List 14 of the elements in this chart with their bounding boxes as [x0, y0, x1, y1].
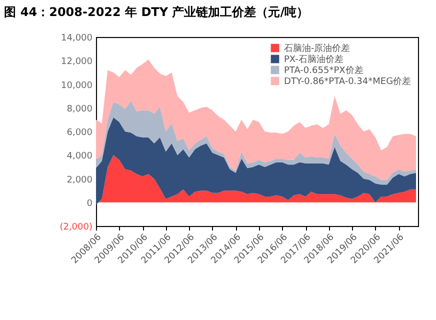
y-tick-label: (2,000): [60, 222, 92, 232]
legend-label: PTA-0.655*PX价差: [284, 65, 364, 76]
y-tick-label: 0: [86, 198, 93, 209]
y-tick-label: 4,000: [66, 152, 93, 162]
y-tick-label: 14,000: [61, 34, 93, 44]
legend-label: 石脑油-原油价差: [284, 43, 350, 54]
y-tick-label: 10,000: [61, 80, 93, 91]
chart-title: 图 44：2008-2022 年 DTY 产业链加工价差（元/吨）: [4, 5, 309, 19]
legend-label: PX-石脑油价差: [284, 54, 344, 65]
y-tick-label: 8,000: [66, 104, 93, 114]
legend-label: DTY-0.86*PTA-0.34*MEG价差: [284, 76, 412, 87]
y-tick-label: 12,000: [61, 57, 93, 68]
y-tick-label: 2,000: [66, 175, 93, 186]
y-tick-label: 6,000: [66, 128, 93, 138]
